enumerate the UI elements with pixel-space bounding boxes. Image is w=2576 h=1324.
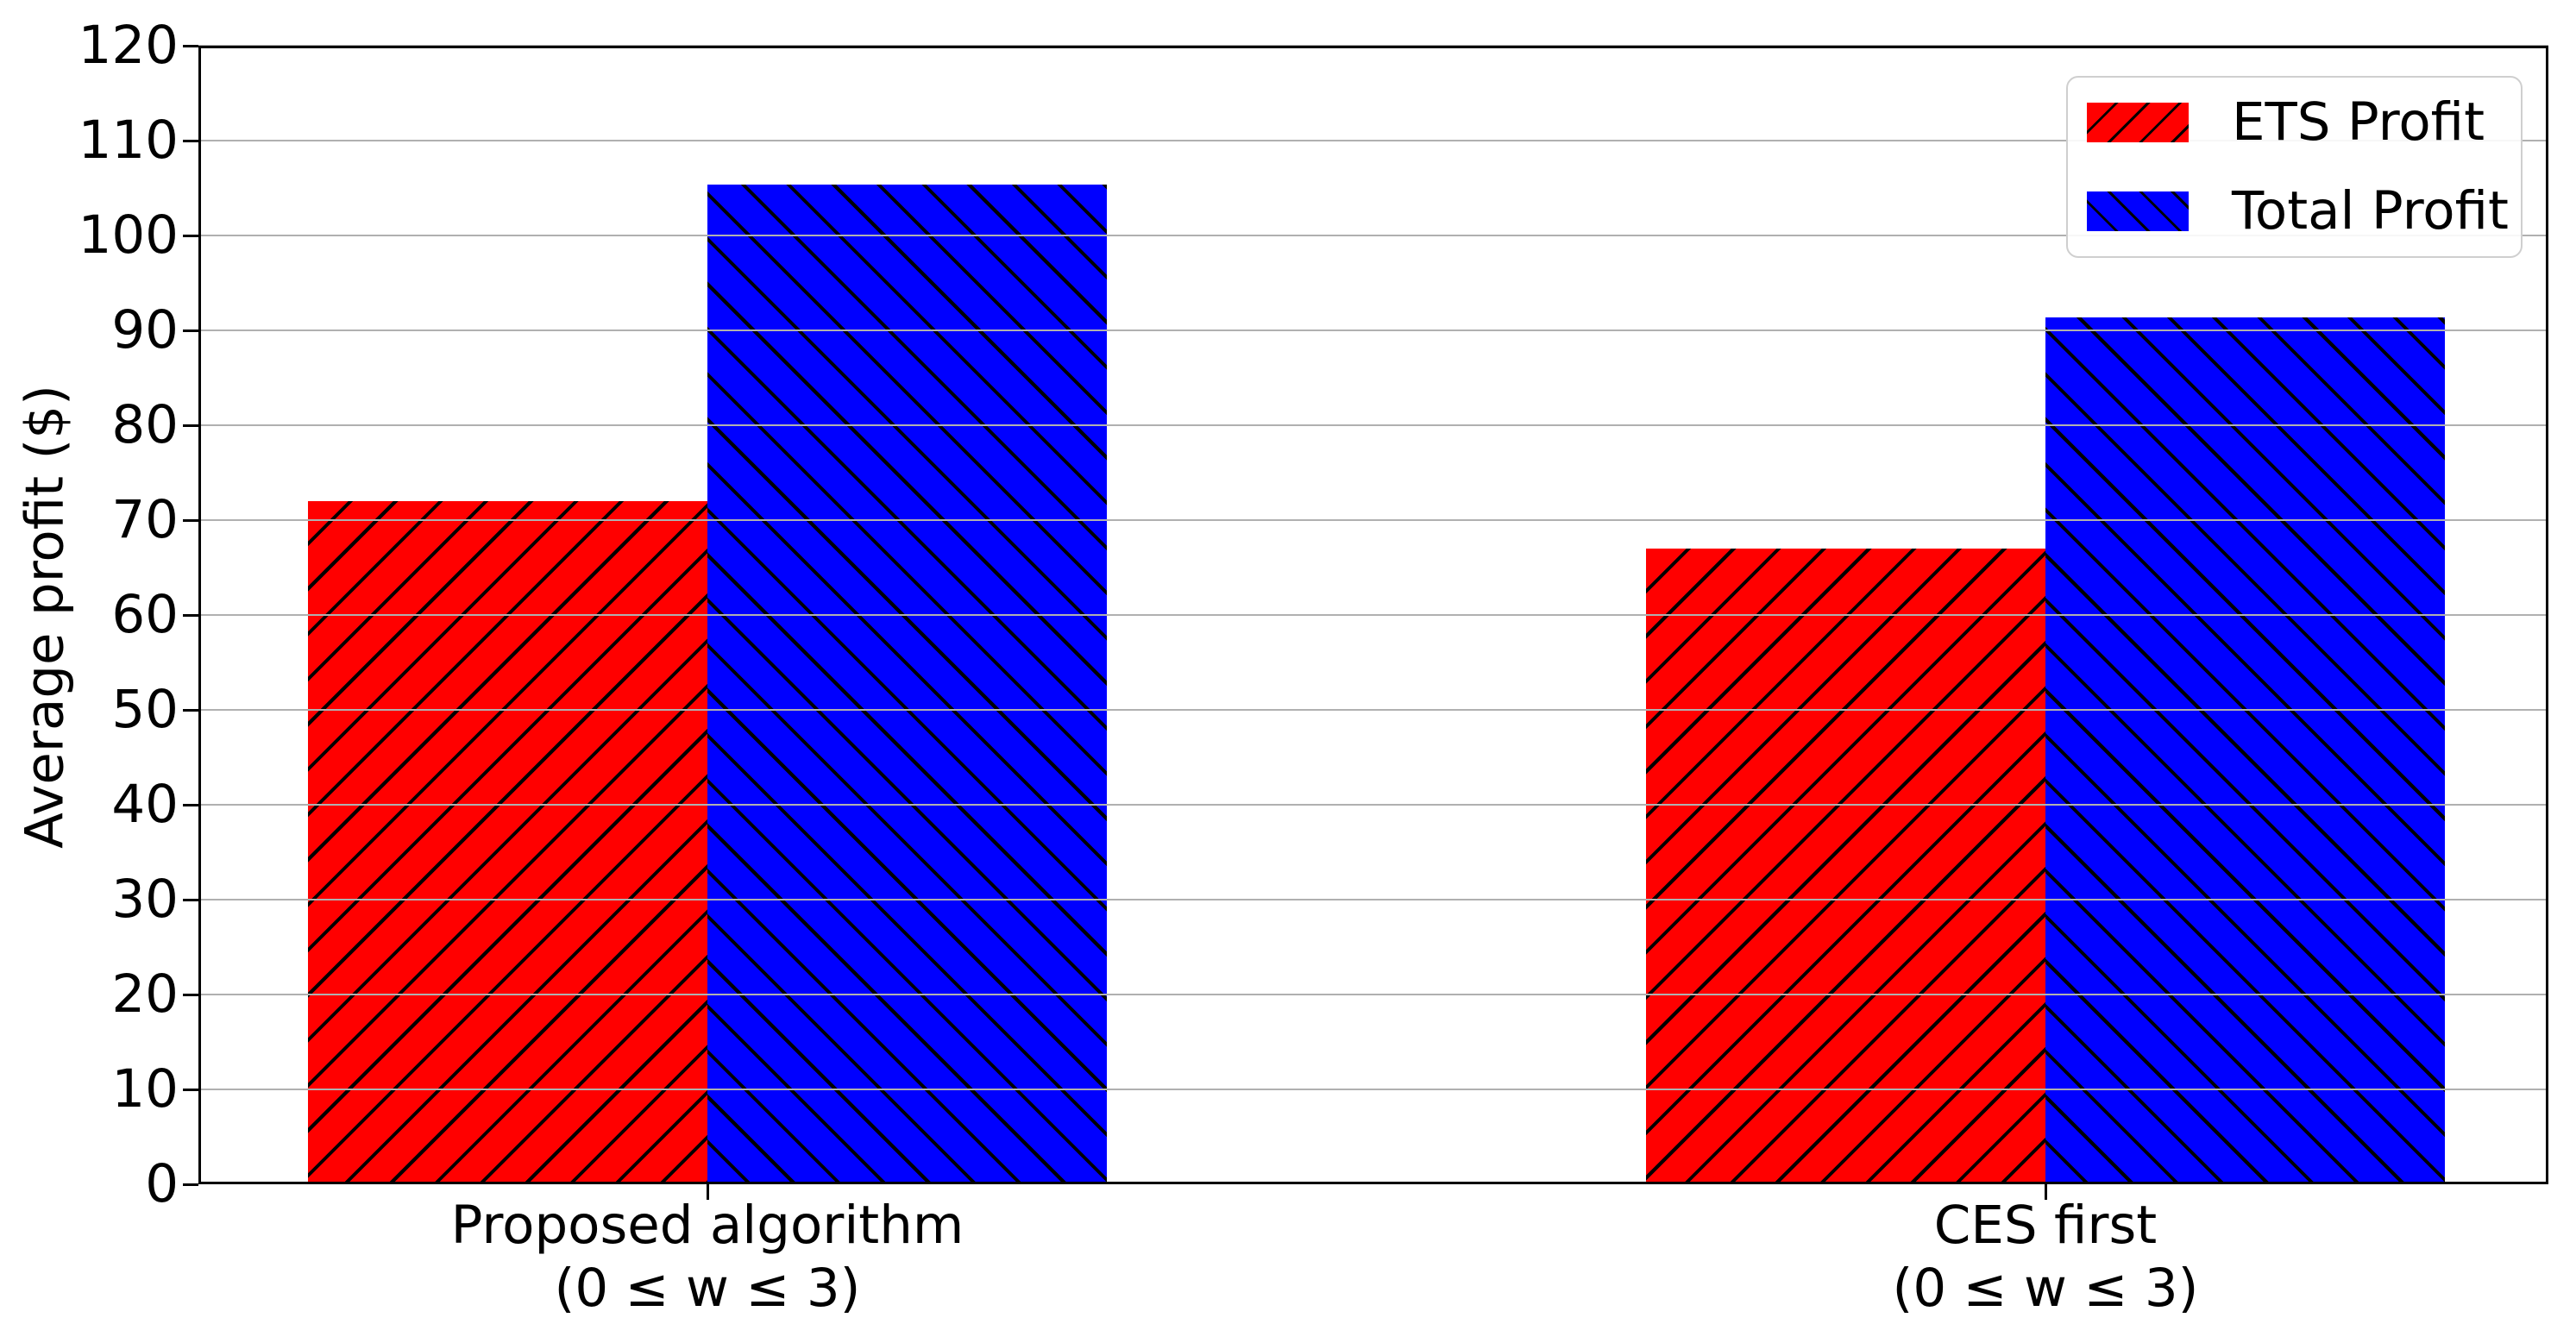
gridline-y-60 [198, 614, 2548, 616]
y-tick-label-70: 70 [111, 489, 179, 550]
legend-item-ets-profit: ETS Profit [2087, 91, 2504, 154]
x-category-label-ces-first: CES first (0 ≤ w ≤ 3) [1442, 1194, 2576, 1320]
y-tick-mark-0 [183, 1183, 198, 1186]
gridline-y-110 [198, 140, 2548, 141]
bar-ets-profit-ces-first [1646, 549, 2045, 1184]
legend-swatch-total-profit [2087, 191, 2189, 231]
gridline-y-70 [198, 519, 2548, 521]
y-tick-mark-60 [183, 614, 198, 617]
y-tick-label-20: 20 [111, 963, 179, 1025]
y-tick-mark-50 [183, 709, 198, 712]
y-tick-label-10: 10 [111, 1058, 179, 1120]
gridline-y-90 [198, 329, 2548, 331]
y-tick-label-80: 80 [111, 394, 179, 455]
legend-label-total-profit: Total Profit [2232, 180, 2509, 242]
gridline-y-30 [198, 899, 2548, 900]
y-tick-mark-100 [183, 235, 198, 237]
y-tick-label-40: 40 [111, 774, 179, 835]
gridline-y-50 [198, 709, 2548, 711]
legend-label-ets-profit: ETS Profit [2232, 91, 2485, 153]
y-tick-mark-90 [183, 329, 198, 332]
y-tick-label-50: 50 [111, 679, 179, 740]
gridline-y-40 [198, 804, 2548, 806]
x-category-label-proposed-algorithm: Proposed algorithm (0 ≤ w ≤ 3) [104, 1194, 1311, 1320]
y-tick-label-120: 120 [78, 15, 179, 76]
y-tick-label-60: 60 [111, 584, 179, 645]
y-tick-mark-70 [183, 519, 198, 522]
y-tick-label-30: 30 [111, 869, 179, 930]
gridline-y-100 [198, 235, 2548, 236]
gridline-y-10 [198, 1089, 2548, 1090]
x-category-label-line1: Proposed algorithm [450, 1195, 964, 1256]
gridline-y-80 [198, 424, 2548, 426]
y-tick-label-110: 110 [78, 110, 179, 171]
bar-ets-profit-proposed-algorithm [308, 501, 707, 1184]
bar-total-profit-proposed-algorithm [707, 185, 1107, 1184]
y-tick-mark-20 [183, 994, 198, 996]
x-category-label-line2: (0 ≤ w ≤ 3) [1892, 1258, 2199, 1319]
y-tick-mark-30 [183, 899, 198, 901]
y-tick-label-90: 90 [111, 299, 179, 361]
y-tick-label-100: 100 [78, 204, 179, 266]
y-tick-mark-120 [183, 45, 198, 47]
gridline-y-120 [198, 45, 2548, 47]
x-category-label-line1: CES first [1933, 1195, 2158, 1256]
x-tick-mark-1 [2045, 1184, 2047, 1200]
y-tick-label-0: 0 [145, 1153, 179, 1214]
bar-total-profit-ces-first [2045, 317, 2445, 1184]
y-tick-mark-40 [183, 804, 198, 806]
y-tick-mark-80 [183, 424, 198, 427]
x-tick-mark-0 [707, 1184, 709, 1200]
y-tick-mark-10 [183, 1089, 198, 1091]
legend-swatch-ets-profit [2087, 103, 2189, 142]
legend: ETS Profit Total Profit [2066, 76, 2523, 258]
x-category-label-line2: (0 ≤ w ≤ 3) [554, 1258, 861, 1319]
y-tick-mark-110 [183, 140, 198, 142]
gridline-y-20 [198, 994, 2548, 995]
legend-item-total-profit: Total Profit [2087, 180, 2509, 242]
